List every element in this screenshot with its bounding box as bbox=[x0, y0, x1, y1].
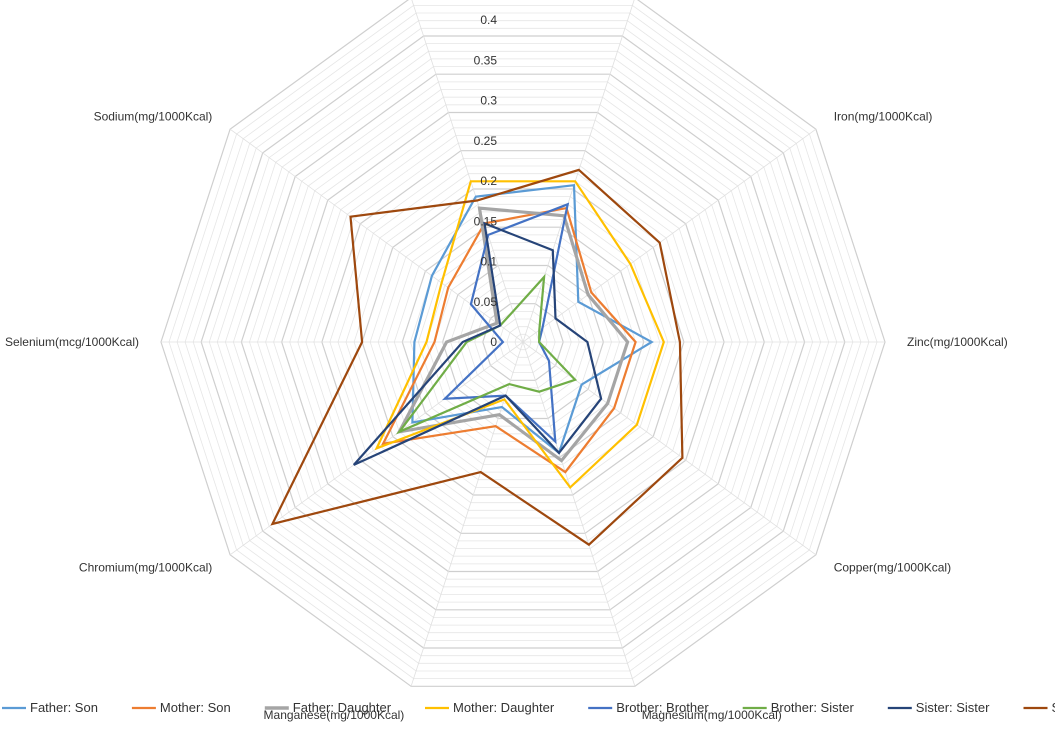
series-sister-sister bbox=[352, 221, 603, 466]
series-mother-son bbox=[381, 206, 637, 474]
series-mother-daughter bbox=[374, 180, 665, 490]
legend-item-mother-daughter: Mother: Daughter bbox=[425, 700, 555, 715]
legend-label: Father: Son bbox=[30, 700, 98, 715]
series-brother-sister bbox=[395, 273, 578, 435]
legend-label: Spouses bbox=[1052, 700, 1055, 715]
legend: Father: Son Mother: Son Father: Daughter Mo… bbox=[2, 700, 1055, 715]
legend-label: Sister: Sister bbox=[916, 700, 990, 715]
radar-spoke bbox=[522, 128, 817, 343]
tick-label: 0.15 bbox=[474, 214, 498, 228]
tick-label: 0.4 bbox=[480, 13, 497, 27]
legend-label: Mother: Son bbox=[160, 700, 231, 715]
legend-item-sister-sister: Sister: Sister bbox=[887, 700, 990, 715]
tick-label: 0.2 bbox=[480, 174, 497, 188]
series-layer bbox=[270, 168, 684, 547]
axis-labels: Phosphor(mg/1000Kcal)Iron(mg/1000Kcal)Zi… bbox=[5, 109, 1008, 722]
series-father-son bbox=[411, 183, 654, 455]
radar-spoke bbox=[411, 0, 524, 343]
axis-label: Magnesium(mg/1000Kcal) bbox=[642, 708, 782, 722]
legend-label: Father: Daughter bbox=[293, 700, 392, 715]
axis-label: Selenium(mcg/1000Kcal) bbox=[5, 335, 139, 349]
radar-spoke bbox=[522, 341, 817, 556]
tick-label: 0.3 bbox=[480, 94, 497, 108]
legend-item-brother-brother: Brother: Brother bbox=[588, 700, 709, 715]
axis-label: Zinc(mg/1000Kcal) bbox=[907, 335, 1008, 349]
tick-label: 0.35 bbox=[474, 53, 498, 67]
radar-spoke bbox=[229, 128, 524, 343]
legend-label: Brother: Sister bbox=[771, 700, 855, 715]
axis-label: Manganese(mg/1000Kcal) bbox=[264, 708, 405, 722]
legend-label: Mother: Daughter bbox=[453, 700, 555, 715]
radial-tick-labels: 00.050.10.150.20.250.30.350.40.45 bbox=[474, 13, 498, 349]
tick-label: 0.25 bbox=[474, 134, 498, 148]
legend-item-brother-sister: Brother: Sister bbox=[742, 700, 855, 715]
axis-label: Sodium(mg/1000Kcal) bbox=[94, 109, 213, 123]
axis-label: Iron(mg/1000Kcal) bbox=[834, 109, 933, 123]
series-spouses bbox=[270, 168, 684, 547]
tick-label: 0 bbox=[490, 335, 497, 349]
legend-item-father-daughter: Father: Daughter bbox=[264, 700, 392, 715]
series-father-daughter bbox=[396, 206, 630, 463]
legend-item-father-son: Father: Son bbox=[2, 700, 98, 715]
legend-label: Brother: Brother bbox=[616, 700, 709, 715]
tick-label: 0.1 bbox=[480, 255, 497, 269]
tick-label: 0.05 bbox=[474, 295, 498, 309]
radar-spoke bbox=[522, 341, 636, 687]
axis-label: Chromium(mg/1000Kcal) bbox=[79, 561, 212, 575]
legend-item-spouses: Spouses bbox=[1023, 700, 1055, 715]
axis-label: Copper(mg/1000Kcal) bbox=[834, 561, 951, 575]
legend-item-mother-son: Mother: Son bbox=[131, 700, 231, 715]
